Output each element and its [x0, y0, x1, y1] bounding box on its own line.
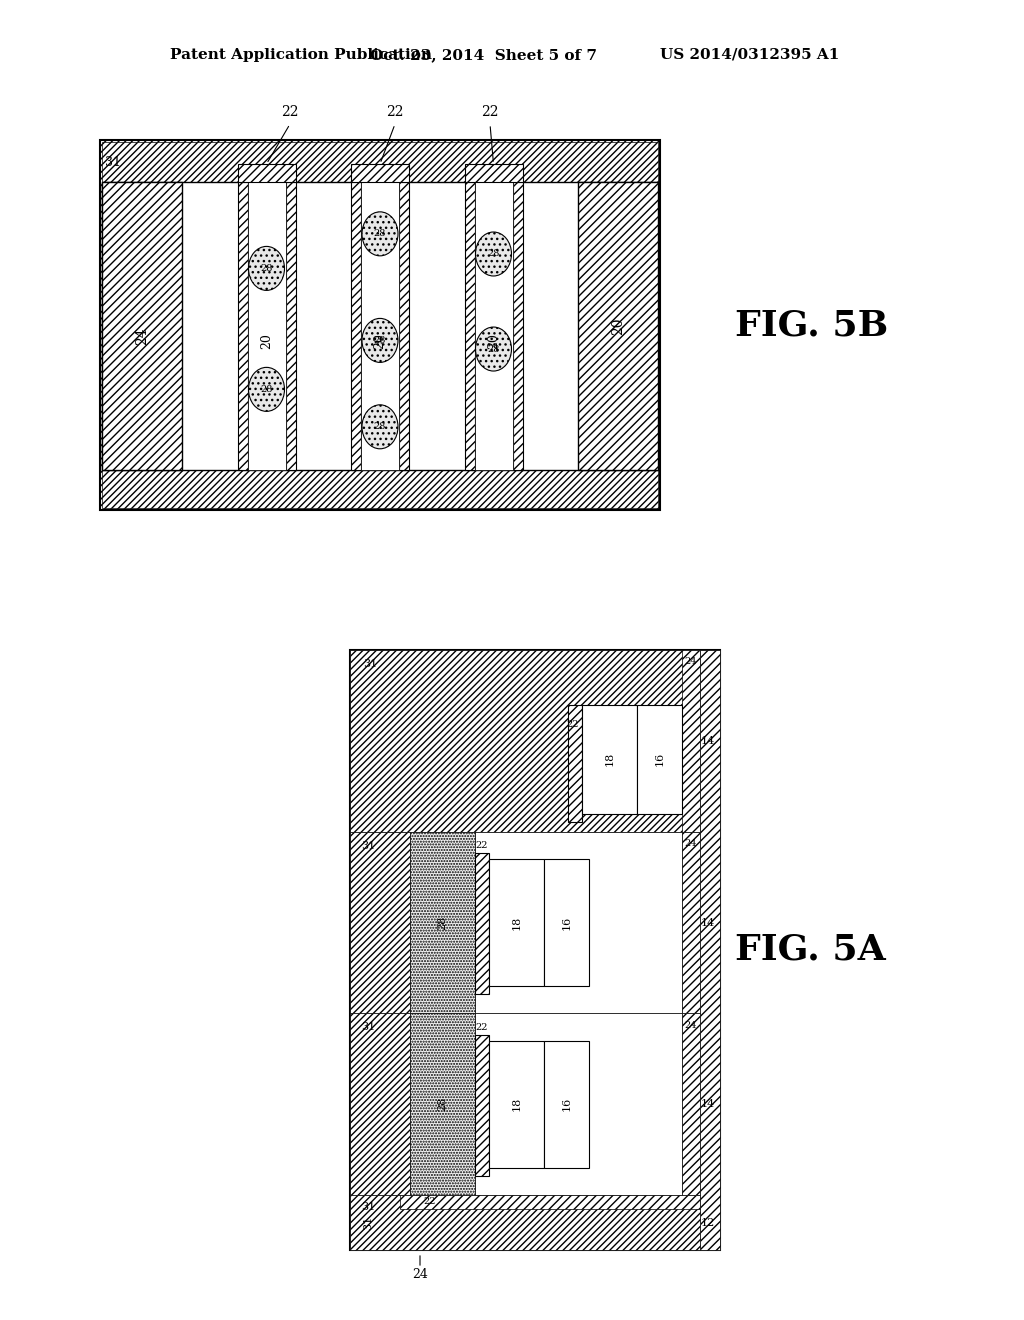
Bar [350, 649, 700, 832]
Text: 18: 18 [512, 1097, 521, 1111]
Text: 22: 22 [476, 1023, 488, 1032]
Bar [100, 140, 660, 510]
Text: 18: 18 [604, 752, 614, 766]
Text: 14: 14 [700, 1100, 715, 1109]
Bar [350, 649, 720, 1250]
Text: 22: 22 [424, 1197, 436, 1206]
Text: 22: 22 [386, 106, 403, 119]
Text: 20: 20 [611, 317, 625, 335]
Ellipse shape [475, 327, 512, 371]
Text: 31: 31 [360, 1203, 375, 1212]
Bar [286, 182, 296, 470]
Bar [410, 1014, 475, 1195]
Text: 24: 24 [685, 1020, 697, 1030]
Bar [682, 649, 700, 832]
Bar [475, 1014, 682, 1195]
Bar [248, 182, 286, 470]
Bar [400, 1195, 700, 1209]
Text: 28: 28 [260, 385, 272, 393]
Bar [410, 832, 475, 1014]
Bar [489, 1040, 544, 1168]
Text: 18: 18 [512, 915, 521, 929]
Text: US 2014/0312395 A1: US 2014/0312395 A1 [660, 48, 840, 62]
Text: FIG. 5A: FIG. 5A [735, 933, 886, 968]
Text: 22: 22 [566, 719, 580, 729]
Bar [578, 182, 658, 470]
Text: 28: 28 [374, 230, 386, 239]
Bar [582, 705, 637, 813]
Bar [544, 1040, 589, 1168]
Text: 24: 24 [685, 657, 697, 667]
Bar [350, 1195, 700, 1250]
Text: 22: 22 [481, 106, 499, 119]
Bar [475, 1035, 489, 1176]
Text: 22: 22 [282, 106, 299, 119]
Ellipse shape [362, 405, 398, 449]
Bar [238, 164, 296, 182]
Bar [351, 164, 409, 182]
Bar [102, 182, 182, 470]
Text: FIG. 5B: FIG. 5B [735, 308, 888, 342]
Bar [700, 649, 720, 1250]
Bar [350, 1014, 410, 1195]
Bar [475, 853, 489, 994]
Bar [102, 182, 658, 470]
Bar [512, 182, 522, 470]
Text: 28: 28 [374, 422, 386, 432]
Bar [637, 705, 682, 813]
Text: 12: 12 [700, 1217, 715, 1228]
Bar [544, 859, 589, 986]
Bar [102, 143, 658, 183]
Bar [399, 182, 409, 470]
Text: 16: 16 [654, 752, 665, 766]
Text: 20: 20 [374, 333, 386, 348]
Text: 24: 24 [685, 840, 697, 849]
Text: 28: 28 [374, 335, 386, 345]
Text: 31: 31 [360, 841, 375, 850]
Bar [474, 182, 512, 470]
Bar [238, 182, 248, 470]
Ellipse shape [362, 211, 398, 256]
Ellipse shape [249, 247, 285, 290]
Text: 14: 14 [700, 735, 715, 746]
Bar [682, 832, 700, 1014]
Ellipse shape [249, 367, 285, 412]
Bar [465, 164, 522, 182]
Text: 20: 20 [487, 333, 500, 348]
Text: 28: 28 [437, 915, 447, 929]
Text: 24: 24 [412, 1269, 428, 1282]
Ellipse shape [475, 232, 512, 276]
Text: 31: 31 [105, 156, 121, 169]
Text: 16: 16 [561, 1097, 571, 1111]
Bar [351, 182, 361, 470]
Text: 28: 28 [437, 1097, 447, 1111]
Text: 24: 24 [135, 327, 150, 345]
Bar [465, 182, 474, 470]
Text: 31: 31 [362, 659, 377, 669]
Text: 31: 31 [360, 1022, 375, 1032]
Text: 28: 28 [487, 345, 500, 354]
Text: 31: 31 [362, 1216, 373, 1230]
Bar [350, 832, 410, 1014]
Bar [682, 1014, 700, 1195]
Bar [568, 705, 582, 821]
Text: 28: 28 [487, 249, 500, 259]
Text: 16: 16 [561, 915, 571, 929]
Bar [102, 469, 658, 508]
Text: Patent Application Publication: Patent Application Publication [170, 48, 432, 62]
Text: 28: 28 [260, 264, 272, 273]
Bar [475, 832, 682, 1014]
Bar [361, 182, 399, 470]
Text: 20: 20 [260, 333, 273, 348]
Ellipse shape [362, 318, 398, 363]
Text: Oct. 23, 2014  Sheet 5 of 7: Oct. 23, 2014 Sheet 5 of 7 [370, 48, 597, 62]
Text: 22: 22 [476, 841, 488, 850]
Bar [489, 859, 544, 986]
Text: 14: 14 [700, 917, 715, 928]
